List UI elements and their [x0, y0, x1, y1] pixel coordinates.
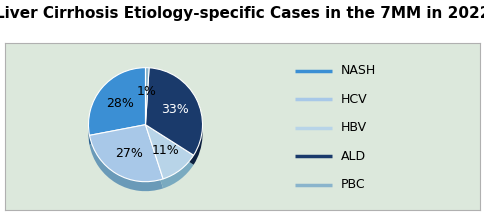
- Wedge shape: [90, 134, 163, 191]
- Text: 11%: 11%: [151, 144, 180, 158]
- Wedge shape: [145, 68, 149, 125]
- Text: 28%: 28%: [106, 97, 134, 110]
- Text: HCV: HCV: [340, 93, 366, 106]
- Wedge shape: [145, 77, 149, 134]
- Wedge shape: [90, 125, 163, 182]
- Text: HBV: HBV: [340, 121, 366, 134]
- Text: 33%: 33%: [161, 103, 189, 116]
- Text: PBC: PBC: [340, 178, 364, 191]
- Text: 27%: 27%: [114, 147, 142, 160]
- Wedge shape: [88, 77, 145, 145]
- Wedge shape: [145, 77, 202, 165]
- Wedge shape: [145, 68, 202, 155]
- Text: 1%: 1%: [136, 85, 156, 98]
- Wedge shape: [145, 134, 193, 188]
- Text: NASH: NASH: [340, 64, 375, 77]
- Wedge shape: [145, 125, 193, 179]
- Wedge shape: [88, 68, 145, 135]
- Text: Liver Cirrhosis Etiology-specific Cases in the 7MM in 2022: Liver Cirrhosis Etiology-specific Cases …: [0, 6, 484, 21]
- Text: ALD: ALD: [340, 150, 365, 163]
